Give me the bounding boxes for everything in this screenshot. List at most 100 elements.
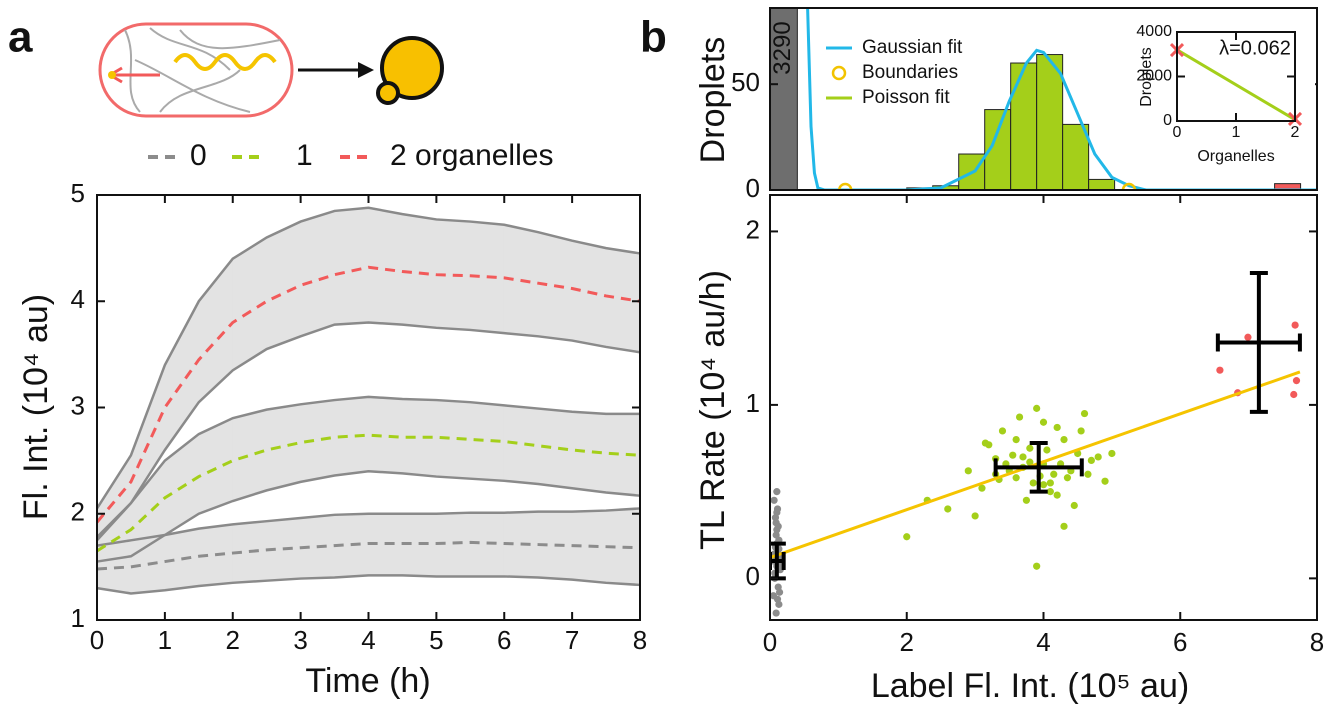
band-edge (95, 206, 641, 510)
point (1094, 453, 1102, 461)
y-tick-label: 0 (1163, 112, 1172, 129)
band (266, 403, 301, 491)
band-edge (96, 507, 641, 547)
point (964, 467, 972, 475)
band (300, 210, 335, 337)
y-tick-label: 2 (71, 497, 85, 527)
band (571, 240, 607, 348)
point (773, 508, 781, 517)
mrna (173, 53, 277, 71)
point (1077, 427, 1085, 435)
band (402, 513, 437, 577)
point (1012, 435, 1020, 444)
point (1046, 479, 1054, 487)
y-axis-label: Droplets (694, 37, 732, 164)
band (266, 221, 301, 350)
point (1244, 333, 1252, 341)
band (368, 207, 403, 325)
point (944, 505, 952, 513)
axes-frame (1176, 31, 1296, 122)
x-tick-label: 4 (1036, 627, 1050, 657)
band (164, 433, 200, 536)
x-tick-label: 2 (226, 625, 240, 655)
bar (1036, 54, 1064, 190)
point (1012, 474, 1020, 482)
y-tick-label: 4 (71, 284, 85, 314)
legend-label: 2 organelles (390, 139, 553, 172)
x-axis-label: Label Fl. Int. (10⁵ au) (871, 667, 1189, 705)
fit-line (806, 8, 1317, 190)
error-bar-x (1215, 333, 1302, 352)
droplet (380, 36, 444, 100)
y-tick-label: 0 (746, 173, 760, 203)
y-tick-label: 1 (71, 603, 85, 633)
x-tick-label: 1 (158, 625, 172, 655)
point (773, 595, 782, 603)
y-tick-label: 4000 (1136, 23, 1172, 40)
y-axis-label: TL Rate (10⁴ au/h) (694, 270, 732, 550)
band-edge (96, 321, 641, 539)
point (903, 533, 911, 541)
point (1070, 501, 1078, 510)
error-bar-x (993, 458, 1084, 477)
point (1039, 418, 1048, 426)
y-tick-label: 50 (731, 67, 760, 97)
y-axis-label: Droplets (1138, 47, 1155, 107)
legend-swatch (831, 65, 847, 81)
point (1121, 182, 1137, 190)
point (1060, 522, 1068, 530)
point (1019, 453, 1027, 461)
band (605, 247, 641, 353)
bar (1062, 123, 1090, 190)
legend-label: Poisson fit (862, 87, 950, 108)
legend-label: 1 (296, 139, 313, 172)
x-tick-label: 5 (429, 625, 443, 655)
point (1046, 488, 1054, 496)
panel-label: b (640, 13, 667, 62)
bar (770, 8, 798, 190)
x-tick-label: 4 (361, 625, 375, 655)
droplet-bud (376, 81, 400, 105)
x-tick-label: 3 (293, 625, 307, 655)
point (1292, 377, 1301, 385)
x-tick-label: 2 (1291, 124, 1300, 141)
point (1043, 446, 1051, 454)
point (773, 526, 781, 534)
x-axis-label: Organelles (1197, 148, 1274, 165)
band-edge (96, 395, 640, 542)
point (971, 512, 979, 520)
error-bar-x (770, 552, 786, 571)
point (978, 484, 986, 492)
axes-frame (769, 194, 1318, 621)
x-tick-label: 0 (1173, 124, 1182, 141)
panel-label: a (8, 13, 33, 62)
point (1022, 496, 1031, 504)
point (1015, 413, 1024, 421)
y-tick-label: 3 (71, 390, 85, 420)
y-tick-label: 2000 (1136, 68, 1172, 85)
point (1291, 321, 1299, 329)
x-tick-label: 6 (1173, 627, 1187, 657)
legend-label: Boundaries (862, 62, 958, 83)
y-axis-label: Fl. Int. (10⁴ au) (17, 294, 55, 520)
point (981, 439, 989, 447)
line (95, 265, 641, 524)
point (1053, 423, 1061, 432)
band-edge (96, 574, 641, 595)
point (998, 427, 1007, 435)
point (1050, 470, 1058, 478)
point (770, 496, 778, 504)
point (1060, 435, 1068, 444)
point (1080, 409, 1089, 418)
y-tick-label: 2 (746, 214, 760, 244)
point (1084, 470, 1092, 478)
point (1053, 491, 1061, 499)
point (1033, 562, 1041, 570)
schematic (98, 22, 444, 118)
plot-area (770, 271, 1302, 617)
x-tick-label: 0 (763, 627, 777, 657)
line (96, 540, 641, 571)
x-tick-label: 1 (1232, 124, 1241, 141)
arrow-head (358, 62, 374, 78)
